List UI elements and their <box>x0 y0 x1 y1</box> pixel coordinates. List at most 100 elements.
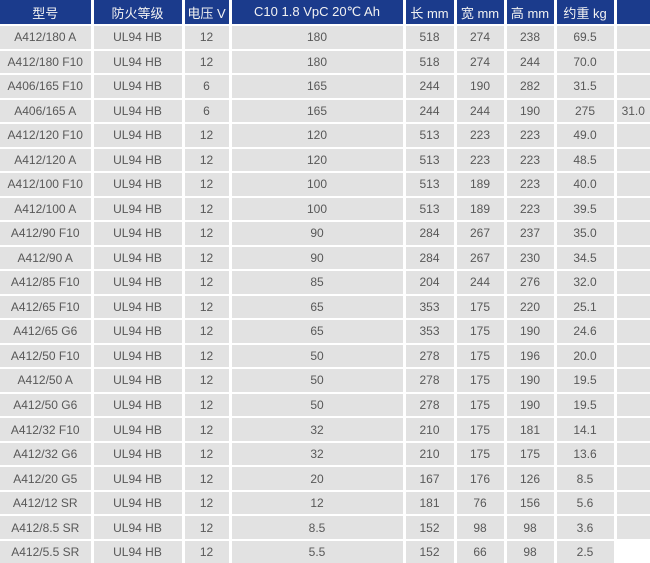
table-cell: UL94 HB <box>92 196 185 223</box>
table-cell: A412/65 G6 <box>0 319 94 345</box>
table-cell: 244 <box>505 49 557 76</box>
table-cell: 126 <box>505 466 557 492</box>
table-row: A412/12 SR UL94 HB 12 12 181 76 156 5.6 <box>0 490 650 517</box>
table-cell: 39.5 <box>555 196 617 223</box>
table-cell: UL94 HB <box>92 343 185 370</box>
table-cell: 175 <box>455 319 507 345</box>
table-cell: A406/165 F10 <box>0 74 94 100</box>
table-cell <box>615 319 650 345</box>
table-cell: UL94 HB <box>92 221 185 247</box>
table-cell: 5.6 <box>555 490 617 517</box>
table-cell: A412/120 F10 <box>0 123 94 149</box>
table-cell: 175 <box>455 441 507 468</box>
table-cell <box>615 368 650 394</box>
header-cell-7: 约重 kg <box>555 0 617 26</box>
header-row: 型号 防火等级 电压 V C10 1.8 VpC 20℃ Ah 长 mm 宽 mm 高 mm… <box>0 0 650 26</box>
table-cell: 31.5 <box>555 74 617 100</box>
table-cell: 20 <box>230 466 406 492</box>
table-cell: A412/85 F10 <box>0 270 94 296</box>
table-cell: 12 <box>183 368 232 394</box>
header-cell-2: 电压 V <box>183 0 232 26</box>
table-row: A412/5.5 SR UL94 HB 12 5.5 152 66 98 2.5 <box>0 539 650 563</box>
table-row: A412/85 F10 UL94 HB 12 85 204 244 276 32.0 <box>0 270 650 296</box>
table-cell: UL94 HB <box>92 417 185 443</box>
table-row: A412/90 A UL94 HB 12 90 284 267 230 34.5 <box>0 245 650 272</box>
table-cell: 90 <box>230 245 406 272</box>
table-cell: 513 <box>404 123 457 149</box>
table-cell: 100 <box>230 172 406 198</box>
table-cell: 276 <box>505 270 557 296</box>
table-cell: A412/180 F10 <box>0 49 94 76</box>
header-cell-1: 防火等级 <box>92 0 185 26</box>
table-cell: UL94 HB <box>92 98 185 125</box>
table-row: A412/65 F10 UL94 HB 12 65 353 175 220 25.1 <box>0 294 650 321</box>
table-cell: 120 <box>230 123 406 149</box>
table-cell: 13.6 <box>555 441 617 468</box>
table-cell: UL94 HB <box>92 245 185 272</box>
table-cell <box>615 147 650 174</box>
table-cell: 210 <box>404 441 457 468</box>
table-row: A412/50 A UL94 HB 12 50 278 175 190 19.5 <box>0 368 650 394</box>
table-cell: 20.0 <box>555 343 617 370</box>
table-cell: 12 <box>183 147 232 174</box>
table-cell: A412/120 A <box>0 147 94 174</box>
table-cell: 12 <box>230 490 406 517</box>
table-cell: UL94 HB <box>92 515 185 541</box>
table-cell: 223 <box>505 147 557 174</box>
table-cell: 175 <box>455 343 507 370</box>
table-cell: 513 <box>404 196 457 223</box>
table-cell: UL94 HB <box>92 392 185 419</box>
header-cell-8 <box>615 0 650 26</box>
table-cell: A412/90 F10 <box>0 221 94 247</box>
table-cell <box>615 466 650 492</box>
table-cell: 244 <box>455 270 507 296</box>
table-cell: UL94 HB <box>92 466 185 492</box>
table-cell: A412/50 F10 <box>0 343 94 370</box>
table-cell: 181 <box>404 490 457 517</box>
table-cell: 12 <box>183 343 232 370</box>
table-cell: 98 <box>455 515 507 541</box>
header-cell-4: 长 mm <box>404 0 457 26</box>
table-cell: 189 <box>455 196 507 223</box>
table-cell: 12 <box>183 245 232 272</box>
table-cell: 175 <box>505 441 557 468</box>
table-cell: 12 <box>183 319 232 345</box>
table-cell <box>615 392 650 419</box>
table-cell <box>615 270 650 296</box>
table-cell: 6 <box>183 98 232 125</box>
table-cell: 12 <box>183 221 232 247</box>
table-cell: A412/100 A <box>0 196 94 223</box>
header-cell-6: 高 mm <box>505 0 557 26</box>
table-row: A412/65 G6 UL94 HB 12 65 353 175 190 24.6 <box>0 319 650 345</box>
table-row: A412/50 G6 UL94 HB 12 50 278 175 190 19.5 <box>0 392 650 419</box>
table-cell: UL94 HB <box>92 147 185 174</box>
table-cell: A412/180 A <box>0 25 94 51</box>
table-row: A412/50 F10 UL94 HB 12 50 278 175 196 20.0 <box>0 343 650 370</box>
table-cell: 220 <box>505 294 557 321</box>
table-cell: 66 <box>455 539 507 563</box>
table-cell: 267 <box>455 245 507 272</box>
table-cell <box>615 74 650 100</box>
table-cell: 98 <box>505 515 557 541</box>
table-cell <box>615 417 650 443</box>
table-cell: 8.5 <box>230 515 406 541</box>
table-cell <box>615 49 650 76</box>
table-body: A412/180 A UL94 HB 12 180 518 274 238 69.5 A412/… <box>0 25 650 563</box>
table-cell: 3.6 <box>555 515 617 541</box>
table-cell: A412/8.5 SR <box>0 515 94 541</box>
table-row: A412/100 F10 UL94 HB 12 100 513 189 223 40.0 <box>0 172 650 198</box>
table-cell: 180 <box>230 25 406 51</box>
table-cell: 32 <box>230 441 406 468</box>
table-cell: 34.5 <box>555 245 617 272</box>
table-cell: UL94 HB <box>92 25 185 51</box>
table-cell: 65 <box>230 319 406 345</box>
table-cell: 244 <box>455 98 507 125</box>
table-cell: UL94 HB <box>92 270 185 296</box>
table-cell: 167 <box>404 466 457 492</box>
table-cell: 120 <box>230 147 406 174</box>
table-cell: 35.0 <box>555 221 617 247</box>
table-cell: UL94 HB <box>92 74 185 100</box>
table-cell: 274 <box>455 49 507 76</box>
table-cell: 175 <box>455 417 507 443</box>
